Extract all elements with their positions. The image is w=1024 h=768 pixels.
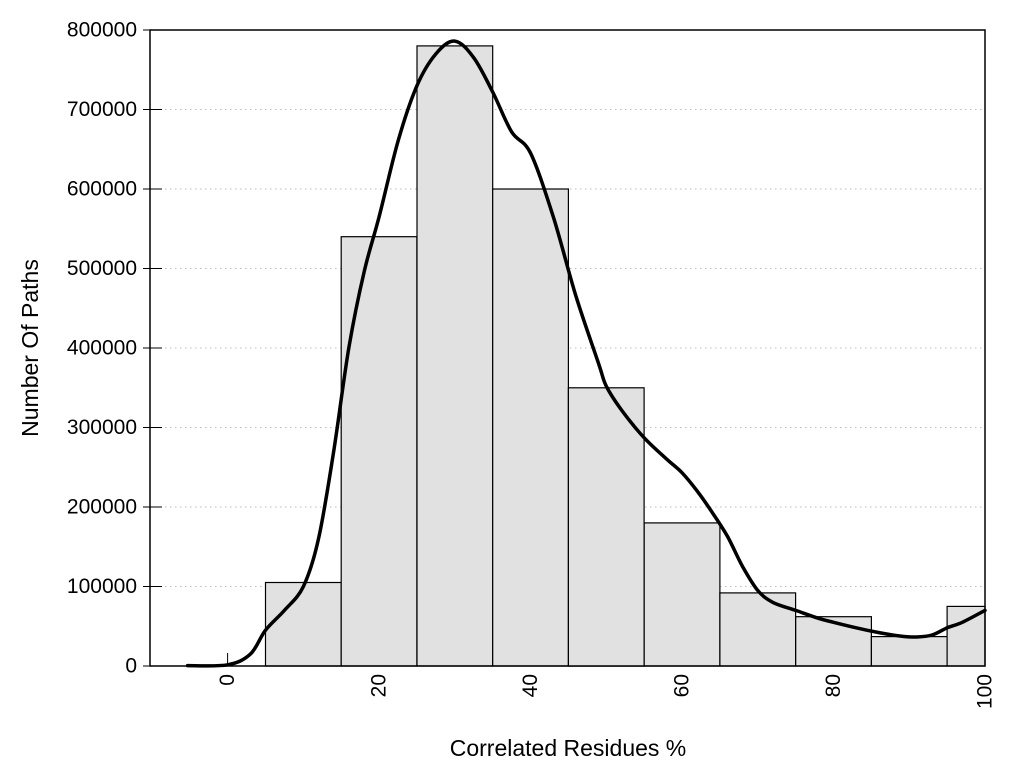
x-tick-label: 40 [519,674,542,697]
x-tick-label: 0 [216,674,239,686]
x-tick-label: 80 [822,674,845,697]
y-axis-title: Number Of Paths [17,259,43,437]
y-tick-label: 800000 [67,19,137,42]
density-curve [185,39,987,668]
y-tick-label: 700000 [67,98,137,121]
histogram-bar [340,236,418,667]
x-tick-label: 100 [974,674,997,709]
y-tick-label: 500000 [67,257,137,280]
histogram-bar [643,522,721,667]
x-tick-label: 20 [368,674,391,697]
histogram-bar [492,188,570,667]
y-tick-label: 300000 [67,416,137,439]
plot-border [149,29,986,667]
histogram-bar [416,45,494,667]
histogram-bar [870,635,948,667]
histogram-bar [264,581,342,667]
x-axis-title: Correlated Residues % [450,735,687,761]
y-tick-label: 400000 [67,337,137,360]
y-tick-label: 200000 [67,496,137,519]
y-tick-label: 100000 [67,575,137,598]
histogram-bar [719,592,797,667]
y-tick-label: 0 [125,655,137,678]
histogram-bar [946,605,986,667]
y-tick-label: 600000 [67,178,137,201]
histogram-bar [567,387,645,667]
x-tick-label: 60 [671,674,694,697]
